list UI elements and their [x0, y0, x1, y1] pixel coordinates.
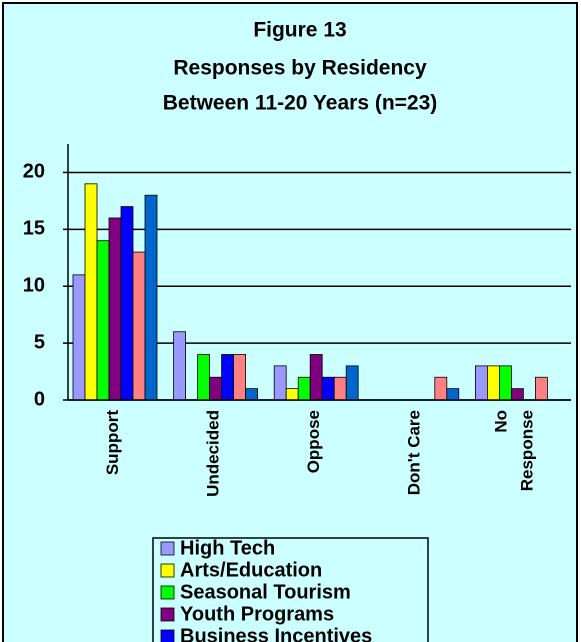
x-tick-label: Support — [103, 410, 122, 475]
chart-title: Between 11-20 Years (n=23) — [163, 92, 438, 115]
legend-swatch — [160, 563, 175, 578]
legend-label: Seasonal Tourism — [180, 581, 351, 603]
legend-swatch — [160, 585, 175, 600]
bar — [333, 376, 347, 401]
legend-box — [152, 537, 429, 642]
legend-label: Business Incentives — [180, 625, 372, 642]
x-tick-label-line: No — [492, 410, 511, 433]
legend-label: Youth Programs — [180, 603, 334, 625]
bar — [233, 354, 247, 401]
bar — [309, 354, 323, 401]
bar — [209, 376, 223, 401]
y-tick-label: 5 — [34, 331, 45, 353]
bar — [120, 206, 134, 401]
legend-label: High Tech — [180, 537, 275, 559]
bar — [474, 365, 488, 401]
bar — [434, 376, 448, 401]
legend-swatch — [160, 629, 175, 642]
bar — [84, 183, 98, 401]
bar — [72, 274, 86, 401]
bar — [245, 388, 259, 401]
y-tick-label: 0 — [34, 388, 45, 410]
x-tick-label: Don't Care — [405, 410, 424, 495]
x-tick-label-line: Response — [518, 410, 537, 491]
y-tick-label: 20 — [23, 161, 45, 183]
legend-swatch — [160, 541, 175, 556]
bar — [446, 388, 460, 401]
bar — [510, 388, 524, 401]
x-tick-label: Undecided — [203, 410, 222, 497]
bar — [321, 376, 335, 401]
bar — [273, 365, 287, 401]
bar — [197, 354, 211, 401]
chart-title: Figure 13 — [253, 19, 346, 42]
x-tick-label: Oppose — [304, 410, 323, 473]
bar — [535, 376, 548, 401]
x-tick-label: No Response — [492, 410, 537, 491]
bar — [345, 365, 359, 401]
bar — [108, 217, 122, 401]
legend-label: Arts/Education — [180, 559, 322, 581]
bar — [132, 251, 146, 401]
bar — [498, 365, 512, 401]
bar — [297, 376, 311, 401]
y-tick-label: 10 — [23, 275, 45, 297]
bar — [144, 194, 158, 401]
bar — [221, 354, 235, 401]
chart-title: Responses by Residency — [173, 57, 427, 80]
legend-swatch — [160, 607, 175, 622]
bar — [486, 365, 500, 401]
y-tick-label: 15 — [23, 218, 45, 240]
bar — [285, 388, 299, 401]
bar — [96, 240, 110, 401]
bar — [173, 331, 187, 401]
